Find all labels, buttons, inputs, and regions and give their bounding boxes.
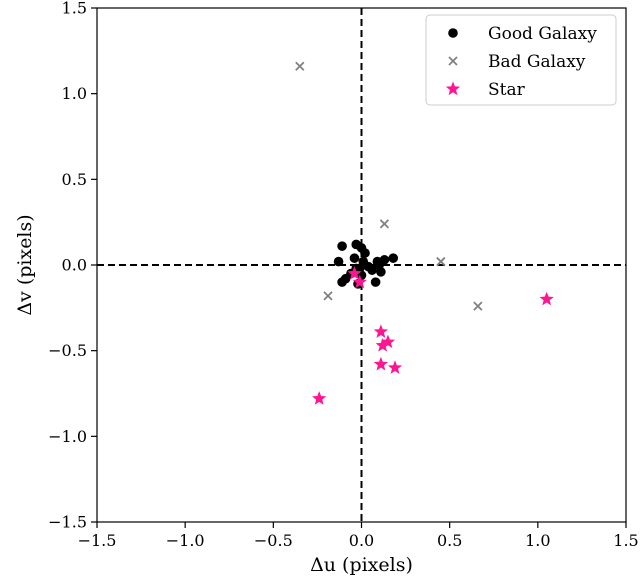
x-tick-label: 0.0 [349, 531, 374, 550]
y-tick-label: 1.5 [62, 0, 87, 18]
legend-label: Bad Galaxy [488, 52, 586, 72]
legend-marker-star [445, 81, 461, 96]
series-x [295, 61, 483, 311]
data-point-star [375, 338, 390, 352]
series-circle [333, 239, 399, 289]
legend-entry: Star [445, 80, 526, 100]
data-point-circle [370, 277, 381, 287]
y-tick-label: 1.0 [62, 84, 87, 103]
x-tick-label: −1.5 [78, 531, 117, 550]
legend-box [425, 14, 617, 106]
x-tick-label: 1.5 [613, 531, 638, 550]
y-tick-label: 0.5 [62, 170, 87, 189]
y-tick-label: 0.0 [62, 256, 87, 275]
legend-entry: Bad Galaxy [448, 52, 586, 72]
axis-ticks: −1.5 −1.0 −0.5 0.0 0.5 1.0 1.5 −1.5 −1.0 −0.5 0.0 0… [48, 0, 639, 550]
data-point-circle [349, 253, 360, 263]
data-point-circle [360, 248, 370, 258]
data-point-circle [337, 277, 347, 287]
x-tick-label: 0.5 [437, 531, 462, 550]
data-point-x [473, 301, 483, 311]
y-tick-label: −1.5 [48, 513, 87, 532]
x-tick-label: −1.0 [166, 531, 205, 550]
data-point-star [373, 324, 389, 338]
x-tick-label: −0.5 [254, 531, 293, 550]
data-point-x [295, 61, 305, 71]
legend-label: Good Galaxy [488, 24, 597, 44]
data-point-circle [367, 265, 377, 275]
data-point-x [379, 219, 390, 229]
data-point-star [352, 274, 367, 289]
data-point-star [380, 334, 396, 349]
data-point-star [347, 266, 362, 280]
legend-label: Star [488, 80, 526, 100]
legend-entry: Good Galaxy [448, 24, 597, 44]
data-point-x [323, 291, 333, 301]
x-tick-label: 1.0 [525, 531, 550, 550]
data-points [295, 61, 554, 405]
legend: Good Galaxy Bad Galaxy Star [425, 14, 617, 106]
x-axis-label: Δu (pixels) [310, 554, 413, 576]
data-point-x [436, 256, 446, 267]
data-point-circle [333, 256, 344, 267]
data-point-star [387, 360, 403, 374]
legend-marker-circle [448, 28, 458, 38]
data-point-star [312, 391, 327, 405]
axis-labels: Δu (pixels) Δv (pixels) [14, 214, 413, 576]
data-point-circle [374, 260, 384, 270]
y-tick-label: −0.5 [48, 341, 87, 360]
legend-marker-x [448, 56, 458, 66]
series-star [312, 266, 554, 405]
y-tick-label: −1.0 [48, 427, 87, 446]
data-point-circle [337, 241, 347, 251]
y-axis-label: Δv (pixels) [14, 214, 36, 315]
data-point-star [373, 356, 389, 371]
data-point-star [539, 291, 554, 306]
data-point-circle [388, 253, 399, 263]
